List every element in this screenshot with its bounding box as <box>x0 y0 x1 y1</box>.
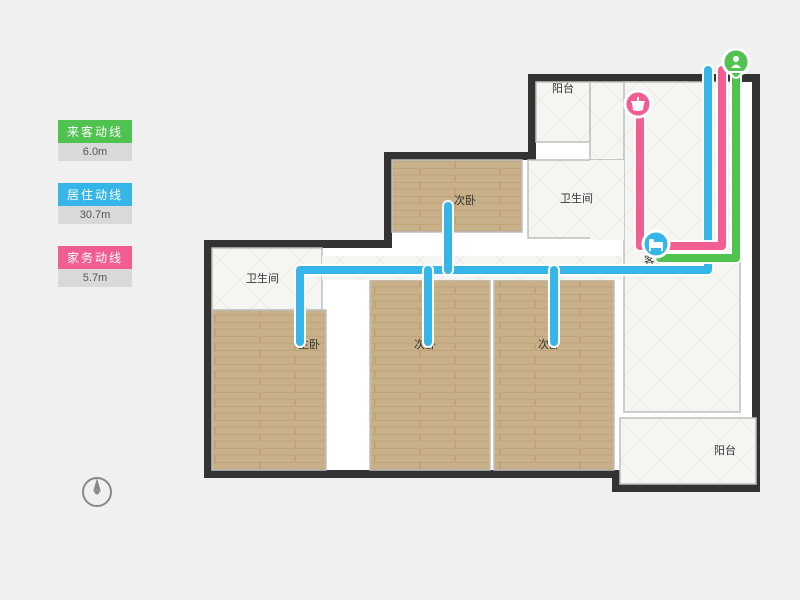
room-主卧 <box>212 310 326 470</box>
legend-title: 居住动线 <box>58 183 132 206</box>
compass-icon <box>80 475 114 514</box>
legend-title: 来客动线 <box>58 120 132 143</box>
legend-item-guest: 来客动线 6.0m <box>58 120 132 161</box>
room-label: 次卧 <box>454 193 476 207</box>
room-label: 阳台 <box>714 443 736 457</box>
legend-value: 5.7m <box>58 269 132 287</box>
room-label: 卫生间 <box>560 191 593 205</box>
legend-value: 6.0m <box>58 143 132 161</box>
legend-item-living: 居住动线 30.7m <box>58 183 132 224</box>
room-label: 阳台 <box>552 81 574 95</box>
legend-item-house: 家务动线 5.7m <box>58 246 132 287</box>
legend: 来客动线 6.0m 居住动线 30.7m 家务动线 5.7m <box>58 120 132 309</box>
legend-title: 家务动线 <box>58 246 132 269</box>
bed-icon <box>643 231 669 257</box>
legend-value: 30.7m <box>58 206 132 224</box>
room-label: 卫生间 <box>246 271 279 285</box>
pot-icon <box>625 91 651 117</box>
